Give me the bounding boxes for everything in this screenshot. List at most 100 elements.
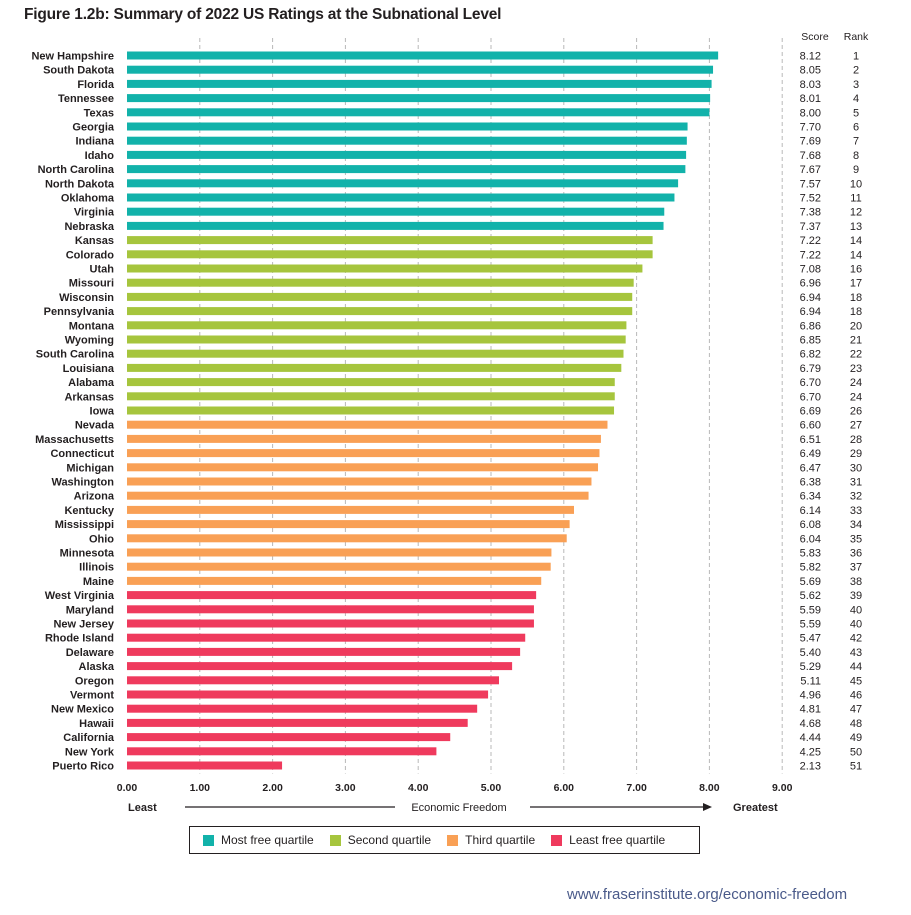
bar [127, 747, 437, 756]
rank-value: 18 [850, 292, 862, 304]
score-value: 7.22 [800, 235, 821, 247]
bar [127, 704, 478, 713]
x-tick-label: 4.00 [408, 782, 429, 794]
category-label: Vermont [70, 690, 114, 702]
rank-value: 48 [850, 718, 862, 730]
bar [127, 378, 615, 387]
score-value: 8.00 [800, 107, 821, 119]
score-value: 6.94 [800, 306, 821, 318]
x-tick-label: 9.00 [772, 782, 793, 794]
rank-value: 49 [850, 732, 862, 744]
rank-value: 17 [850, 278, 862, 290]
rank-value: 12 [850, 207, 862, 219]
rank-value: 1 [853, 51, 859, 63]
rank-value: 24 [850, 391, 862, 403]
score-value: 6.69 [800, 406, 821, 418]
bar [127, 633, 526, 642]
category-label: South Dakota [43, 65, 115, 77]
score-value: 7.22 [800, 249, 821, 261]
bar [127, 122, 688, 131]
bar [127, 505, 574, 514]
score-value: 5.62 [800, 590, 821, 602]
score-value: 6.70 [800, 391, 821, 403]
score-value: 6.79 [800, 363, 821, 375]
score-value: 6.04 [800, 533, 821, 545]
category-label: Maryland [66, 604, 114, 616]
rank-value: 33 [850, 505, 862, 517]
legend-swatch [551, 834, 563, 846]
category-label: Montana [69, 320, 115, 332]
score-value: 6.82 [800, 349, 821, 361]
rank-value: 44 [850, 661, 862, 673]
category-label: Utah [90, 264, 115, 276]
score-value: 7.38 [800, 207, 821, 219]
category-label: Oklahoma [61, 193, 115, 205]
category-label: Delaware [66, 647, 114, 659]
category-label: Wyoming [65, 335, 114, 347]
score-value: 6.34 [800, 491, 821, 503]
rank-value: 14 [850, 235, 862, 247]
score-value: 7.67 [800, 164, 821, 176]
category-label: West Virginia [45, 590, 115, 602]
score-value: 6.51 [800, 434, 821, 446]
rank-value: 50 [850, 746, 862, 758]
score-value: 7.70 [800, 122, 821, 134]
score-value: 4.96 [800, 690, 821, 702]
category-label: Iowa [90, 406, 115, 418]
bar [127, 193, 675, 202]
category-label: Wisconsin [59, 292, 114, 304]
bar [127, 94, 711, 103]
bar [127, 307, 633, 316]
rank-value: 3 [853, 79, 859, 91]
score-value: 6.47 [800, 462, 821, 474]
category-label: Ohio [89, 533, 114, 545]
bar [127, 108, 710, 117]
rank-value: 26 [850, 406, 862, 418]
legend-label: Third quartile [465, 833, 536, 847]
rank-value: 32 [850, 491, 862, 503]
chart-title: Figure 1.2b: Summary of 2022 US Ratings … [24, 6, 502, 23]
bar [127, 349, 624, 358]
category-label: Nebraska [64, 221, 114, 233]
category-label: Virginia [74, 207, 115, 219]
rank-value: 39 [850, 590, 862, 602]
category-label: Mississippi [55, 519, 114, 531]
bar [127, 676, 500, 685]
score-value: 5.59 [800, 604, 821, 616]
bar [127, 165, 686, 174]
rank-value: 31 [850, 477, 862, 489]
score-value: 6.60 [800, 420, 821, 432]
category-label: Colorado [66, 249, 115, 261]
source-url[interactable]: www.fraserinstitute.org/economic-freedom [567, 886, 848, 903]
category-label: Oregon [75, 675, 114, 687]
score-value: 5.40 [800, 647, 821, 659]
rank-value: 37 [850, 562, 862, 574]
category-label: Kansas [75, 235, 114, 247]
bar [127, 221, 664, 230]
axis-greatest-label: Greatest [733, 802, 778, 814]
score-value: 7.57 [800, 178, 821, 190]
score-value: 6.08 [800, 519, 821, 531]
bar [127, 51, 719, 60]
bar [127, 136, 687, 145]
legend: Most free quartile Second quartile Third… [189, 826, 700, 854]
axis-least-label: Least [128, 802, 157, 814]
bar [127, 236, 653, 245]
bar [127, 718, 468, 727]
score-value: 8.12 [800, 51, 821, 63]
rank-value: 46 [850, 690, 862, 702]
score-value: 8.03 [800, 79, 821, 91]
category-label: Missouri [69, 278, 114, 290]
rank-value: 35 [850, 533, 862, 545]
rank-value: 40 [850, 604, 862, 616]
legend-swatch [329, 834, 341, 846]
score-value: 7.68 [800, 150, 821, 162]
score-value: 6.38 [800, 477, 821, 489]
bar [127, 491, 589, 500]
category-label: Massachusetts [35, 434, 114, 446]
category-label: South Carolina [36, 349, 115, 361]
category-label: New York [65, 746, 115, 758]
category-label: Pennsylvania [44, 306, 115, 318]
bar [127, 179, 679, 188]
bar [127, 264, 643, 273]
